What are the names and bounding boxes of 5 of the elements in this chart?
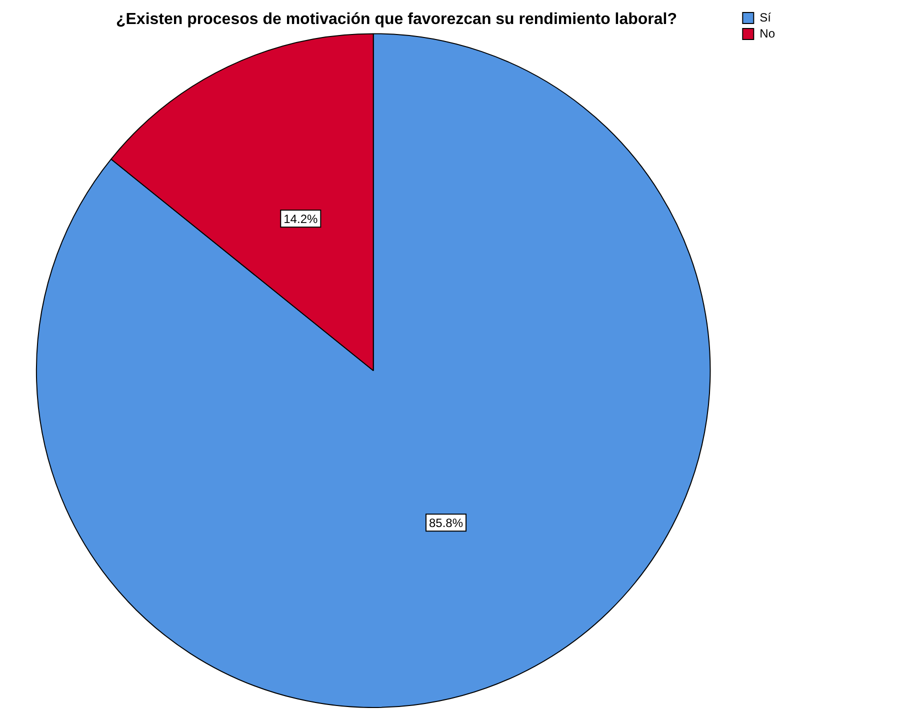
legend-label: Sí [760,10,772,24]
chart-title: ¿Existen procesos de motivación que favorezcan su rendimiento laboral? [116,11,678,28]
legend-label: No [760,26,776,40]
data-label: 85.8% [428,516,464,530]
data-label: 14.2% [284,212,318,226]
